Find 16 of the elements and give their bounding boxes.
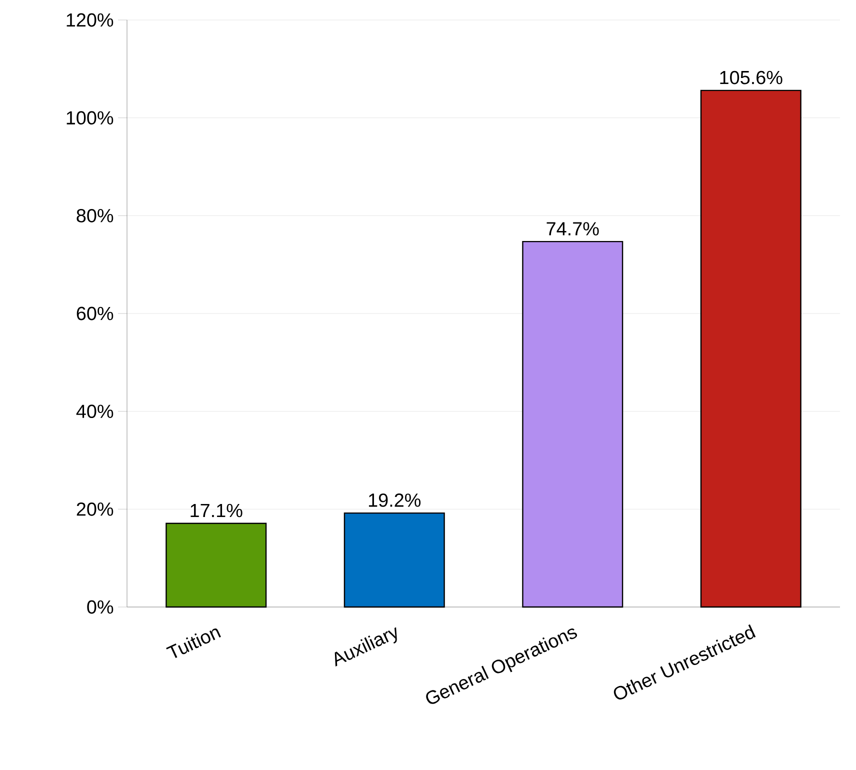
bar (344, 512, 445, 608)
y-tick-label: 20% (76, 502, 114, 516)
data-label: 74.7% (546, 222, 599, 236)
y-tick-label: 0% (87, 600, 114, 614)
y-tick-label: 100% (66, 111, 114, 125)
bar (700, 90, 802, 608)
bar (522, 240, 624, 608)
y-tick-label: 40% (76, 404, 114, 418)
data-label: 105.6% (720, 70, 782, 84)
data-label: 17.1% (190, 504, 242, 518)
y-tick-label: 60% (76, 306, 114, 320)
bar (166, 522, 267, 608)
y-tick-label: 80% (76, 208, 114, 222)
x-tick-label: Tuition (166, 628, 221, 658)
y-tick-label: 120% (66, 13, 114, 27)
data-label: 19.2% (368, 493, 421, 507)
